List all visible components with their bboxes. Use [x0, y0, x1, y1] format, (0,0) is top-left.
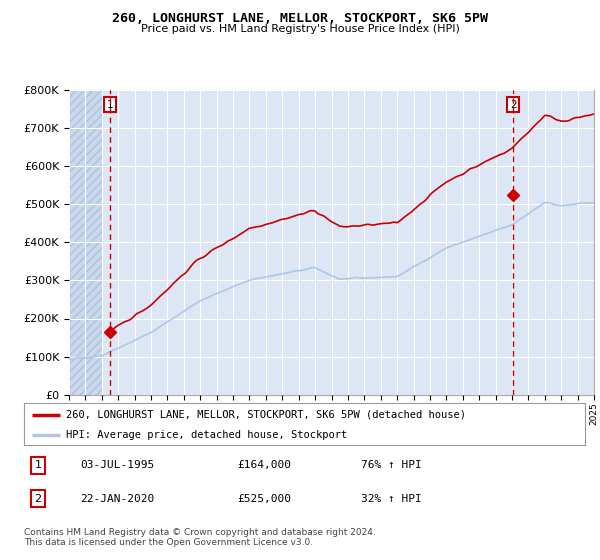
Text: 1: 1: [107, 100, 113, 110]
Text: Contains HM Land Registry data © Crown copyright and database right 2024.
This d: Contains HM Land Registry data © Crown c…: [24, 528, 376, 547]
Text: £525,000: £525,000: [237, 494, 291, 503]
Text: HPI: Average price, detached house, Stockport: HPI: Average price, detached house, Stoc…: [66, 430, 347, 440]
Text: 260, LONGHURST LANE, MELLOR, STOCKPORT, SK6 5PW (detached house): 260, LONGHURST LANE, MELLOR, STOCKPORT, …: [66, 410, 466, 420]
Text: Price paid vs. HM Land Registry's House Price Index (HPI): Price paid vs. HM Land Registry's House …: [140, 24, 460, 34]
Text: 260, LONGHURST LANE, MELLOR, STOCKPORT, SK6 5PW: 260, LONGHURST LANE, MELLOR, STOCKPORT, …: [112, 12, 488, 25]
Text: 22-JAN-2020: 22-JAN-2020: [80, 494, 154, 503]
Text: 03-JUL-1995: 03-JUL-1995: [80, 460, 154, 470]
Text: 2: 2: [34, 494, 41, 503]
Text: 1: 1: [35, 460, 41, 470]
Text: 2: 2: [510, 100, 517, 110]
Text: 32% ↑ HPI: 32% ↑ HPI: [361, 494, 421, 503]
Bar: [69, 90, 102, 395]
Text: 76% ↑ HPI: 76% ↑ HPI: [361, 460, 421, 470]
Text: £164,000: £164,000: [237, 460, 291, 470]
